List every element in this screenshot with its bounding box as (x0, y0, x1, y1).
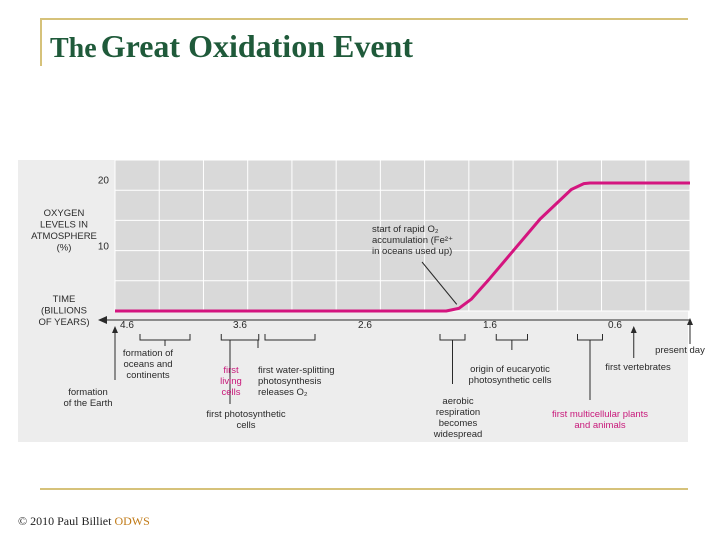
photosynthetic-bracket (220, 334, 260, 341)
event-eucaryotic-cells: origin of eucaryotic (470, 364, 550, 375)
annotation-leader (421, 261, 458, 305)
event-first-living-cells: living (220, 376, 242, 387)
x-axis-label: TIME (53, 294, 76, 305)
y-tick-label: 10 (98, 241, 110, 252)
x-tick-label: 2.6 (358, 320, 372, 331)
y-axis-label: LEVELS IN (40, 220, 88, 231)
event-water-splitting: first water-splitting (258, 365, 335, 376)
event-multicellular: first multicellular plants (552, 409, 648, 420)
x-tick-label: 1.6 (483, 320, 497, 331)
event-aerobic-respiration: aerobic (442, 396, 473, 407)
event-oceans-continents: oceans and (123, 359, 172, 370)
title-main: Great Oxidation Event (100, 28, 413, 64)
annotation-text: accumulation (Fe²⁺ (372, 235, 453, 246)
footer-author: © 2010 Paul Billiet (18, 514, 112, 528)
event-multicellular: and animals (574, 420, 625, 431)
event-aerobic-respiration: respiration (436, 407, 480, 418)
title-top-rule (40, 18, 688, 20)
annotation-text: start of rapid O₂ (372, 224, 439, 235)
x-tick-label: 3.6 (233, 320, 247, 331)
time-axis-arrowhead (98, 316, 107, 324)
event-first-living-cells: cells (221, 387, 240, 398)
x-axis-label: (BILLIONS (41, 306, 87, 317)
y-axis-label: ATMOSPHERE (31, 231, 97, 242)
slide-title: The Great Oxidation Event (50, 28, 413, 65)
event-aerobic-respiration: becomes (439, 418, 478, 429)
event-first-vertebrates: first vertebrates (605, 362, 671, 373)
event-aerobic-respiration: widespread (433, 429, 483, 440)
event-oceans-continents: formation of (123, 348, 174, 359)
y-axis-label: (%) (57, 243, 72, 254)
event-first-living-cells: first (223, 365, 239, 376)
plot-area (115, 160, 690, 311)
event-formation-earth: formation (68, 387, 108, 398)
formation-earth-arrow-head (112, 326, 118, 333)
annotation-text: in oceans used up) (372, 246, 452, 257)
y-tick-label: 20 (98, 176, 110, 187)
event-formation-earth: of the Earth (63, 398, 112, 409)
y-axis-label: OXYGEN (44, 208, 85, 219)
event-water-splitting: photosynthesis (258, 376, 322, 387)
footer: © 2010 Paul Billiet ODWS (18, 514, 150, 529)
event-present-day: present day (655, 345, 705, 356)
x-axis-label: OF YEARS) (38, 317, 89, 328)
x-tick-label: 0.6 (608, 320, 622, 331)
title-prefix: The (50, 33, 97, 64)
oxygen-series-line (115, 181, 690, 313)
event-water-splitting: releases O₂ (258, 387, 308, 398)
footer-org: ODWS (114, 514, 150, 528)
x-tick-label: 4.6 (120, 320, 134, 331)
footer-rule (40, 488, 688, 490)
event-eucaryotic-cells: photosynthetic cells (469, 375, 552, 386)
present-day-arrow-head (687, 318, 693, 325)
water-splitting-bracket (264, 334, 316, 341)
vertebrates-arrow-head (630, 326, 637, 333)
event-first-photosynthetic-cells: first photosynthetic (206, 409, 285, 420)
event-oceans-continents: continents (126, 370, 170, 381)
title-left-rule (40, 18, 42, 66)
event-first-photosynthetic-cells: cells (236, 420, 255, 431)
